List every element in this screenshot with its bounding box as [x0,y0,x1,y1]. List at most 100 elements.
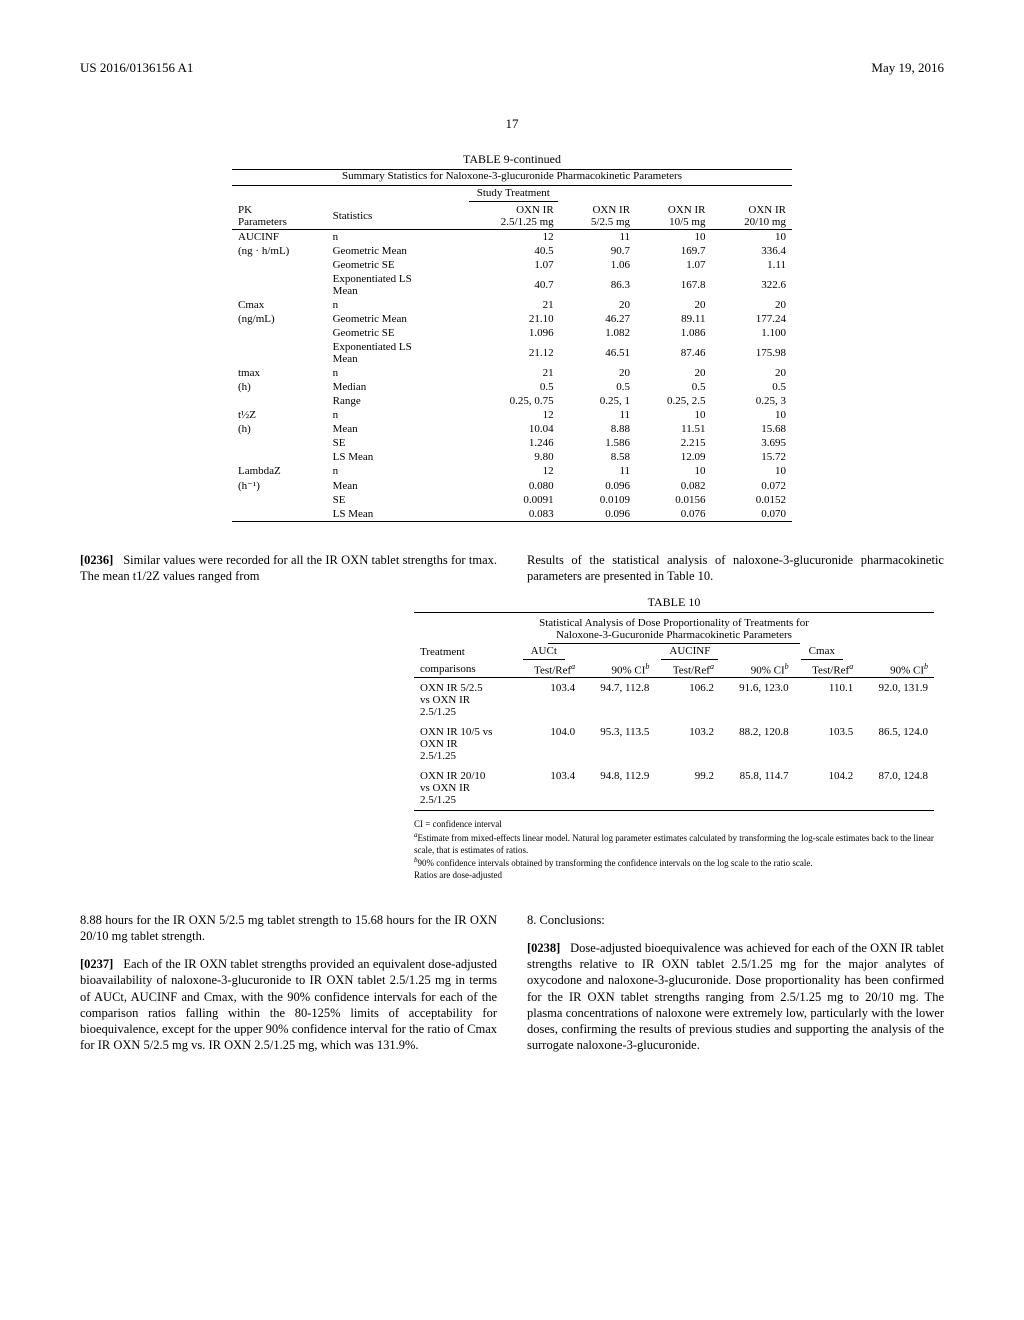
stat-cell: Geometric SE [327,326,463,340]
value-cell: 11 [560,464,636,478]
stat-cell: Exponentiated LSMean [327,272,463,298]
value-cell: 12 [463,230,560,245]
param-cell: tmax [232,366,327,380]
value-cell: 0.0156 [636,493,711,507]
value-cell: 10 [711,408,792,422]
stat-cell: Exponentiated LSMean [327,340,463,366]
treatment-cell: OXN IR 5/2.5vs OXN IR2.5/1.25 [414,678,517,723]
param-cell: AUCINF [232,230,327,245]
hdr-comparisons: comparisons [414,661,517,678]
value-cell: 12 [463,464,560,478]
stat-cell: n [327,298,463,312]
value-cell: 87.0, 124.8 [859,766,934,811]
param-cell: (ng · h/mL) [232,244,327,258]
value-cell: 1.11 [711,258,792,272]
table9-title: TABLE 9-continued [232,152,792,167]
table10-sub1: Statistical Analysis of Dose Proportiona… [539,617,809,629]
value-cell: 12 [463,408,560,422]
stat-cell: SE [327,493,463,507]
param-cell [232,493,327,507]
value-cell: 15.68 [711,422,792,436]
param-cell: Cmax [232,298,327,312]
value-cell: 20 [560,366,636,380]
value-cell: 91.6, 123.0 [720,678,795,723]
value-cell: 0.080 [463,478,560,493]
value-cell: 88.2, 120.8 [720,722,795,766]
table9-subtitle: Summary Statistics for Naloxone-3-glucur… [232,170,792,186]
value-cell: 0.096 [560,507,636,522]
value-cell: 94.8, 112.9 [581,766,655,811]
col-stat: Statistics [327,203,463,230]
param-cell [232,450,327,464]
value-cell: 0.072 [711,478,792,493]
value-cell: 46.27 [560,312,636,326]
value-cell: 21 [463,366,560,380]
value-cell: 40.7 [463,272,560,298]
value-cell: 336.4 [711,244,792,258]
para-0236-num: [0236] [80,553,113,567]
treatment-cell: OXN IR 20/10vs OXN IR2.5/1.25 [414,766,517,811]
value-cell: 169.7 [636,244,711,258]
value-cell: 0.25, 2.5 [636,394,711,408]
value-cell: 0.0109 [560,493,636,507]
value-cell: 92.0, 131.9 [859,678,934,723]
value-cell: 103.2 [655,722,720,766]
value-cell: 21.12 [463,340,560,366]
value-cell: 103.4 [517,678,582,723]
fn-a: Estimate from mixed-effects linear model… [414,833,934,855]
para-0238-text: Dose-adjusted bioequivalence was achieve… [527,941,944,1053]
stat-cell: Geometric SE [327,258,463,272]
value-cell: 167.8 [636,272,711,298]
value-cell: 86.3 [560,272,636,298]
value-cell: 0.5 [560,380,636,394]
value-cell: 0.5 [711,380,792,394]
value-cell: 104.2 [795,766,860,811]
value-cell: 0.25, 0.75 [463,394,560,408]
value-cell: 46.51 [560,340,636,366]
value-cell: 103.4 [517,766,582,811]
value-cell: 0.096 [560,478,636,493]
value-cell: 12.09 [636,450,711,464]
stat-cell: Range [327,394,463,408]
value-cell: 106.2 [655,678,720,723]
param-cell [232,272,327,298]
value-cell: 21.10 [463,312,560,326]
para-0237-num: [0237] [80,957,113,971]
stat-cell: LS Mean [327,507,463,522]
value-cell: 2.215 [636,436,711,450]
value-cell: 11 [560,408,636,422]
value-cell: 0.5 [463,380,560,394]
value-cell: 10 [636,464,711,478]
fn-b: 90% confidence intervals obtained by tra… [418,858,813,868]
param-cell [232,340,327,366]
treat-1: OXN IR5/2.5 mg [560,203,636,230]
value-cell: 94.7, 112.8 [581,678,655,723]
sub-tr-0: Test/Refa [517,661,582,678]
value-cell: 11.51 [636,422,711,436]
value-cell: 322.6 [711,272,792,298]
param-cell: (h) [232,380,327,394]
pub-number: US 2016/0136156 A1 [80,60,193,76]
value-cell: 103.5 [795,722,860,766]
col-auct: AUCt [523,645,565,660]
sub-ci-0: 90% CIb [581,661,655,678]
value-cell: 20 [636,366,711,380]
value-cell: 40.5 [463,244,560,258]
param-cell [232,258,327,272]
value-cell: 89.11 [636,312,711,326]
value-cell: 87.46 [636,340,711,366]
value-cell: 10 [711,464,792,478]
table10: TABLE 10 Statistical Analysis of Dose Pr… [414,595,934,882]
value-cell: 95.3, 113.5 [581,722,655,766]
value-cell: 0.25, 3 [711,394,792,408]
param-cell: (h⁻¹) [232,478,327,493]
stat-cell: n [327,366,463,380]
value-cell: 20 [560,298,636,312]
para-0238-num: [0238] [527,941,560,955]
value-cell: 10 [711,230,792,245]
hdr-treatment: Treatment [414,644,517,661]
value-cell: 21 [463,298,560,312]
value-cell: 1.07 [636,258,711,272]
value-cell: 9.80 [463,450,560,464]
sub-tr-2: Test/Refa [795,661,860,678]
